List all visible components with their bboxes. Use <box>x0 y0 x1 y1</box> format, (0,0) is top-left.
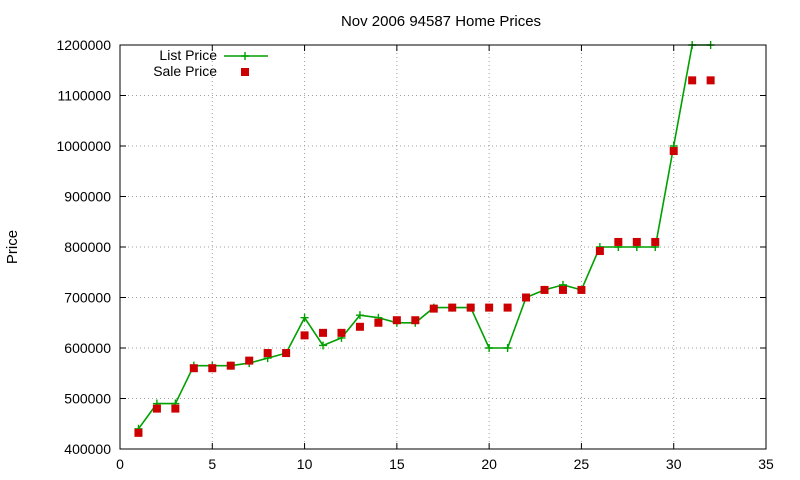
sale-price-point <box>152 404 161 413</box>
x-tick-label: 25 <box>574 456 590 472</box>
y-tick-label: 900000 <box>64 189 111 205</box>
sale-price-point <box>614 237 623 246</box>
list-price-point <box>319 341 328 350</box>
sale-price-point <box>669 147 678 156</box>
sale-price-point <box>466 303 475 312</box>
legend-entry-sale-price: Sale Price <box>153 63 249 79</box>
list-price-point <box>485 344 494 352</box>
list-price-point <box>300 313 309 322</box>
list-price-point <box>503 344 512 352</box>
x-tick-label: 30 <box>666 456 682 472</box>
sale-price-point <box>448 303 457 312</box>
legend-marker-list-price <box>241 52 249 60</box>
legend-marker-sale-price <box>241 68 249 76</box>
legend-entry-list-price: List Price <box>159 47 268 63</box>
sale-price-point <box>319 328 328 337</box>
sale-price-point <box>189 364 198 373</box>
sale-price-point <box>485 303 494 312</box>
y-tick-label: 800000 <box>64 239 111 255</box>
sale-price-point <box>263 349 272 358</box>
sale-price-point <box>374 318 383 327</box>
sale-price-point <box>134 428 143 437</box>
sale-price-point <box>540 285 549 294</box>
sale-price-point <box>429 304 438 313</box>
y-tick-label: 1100000 <box>58 88 112 104</box>
y-tick-label: 500000 <box>64 391 111 407</box>
y-tick-label: 700000 <box>64 290 111 306</box>
sale-price-point <box>651 237 660 246</box>
sale-price-point <box>208 364 217 373</box>
sale-price-point <box>282 349 291 358</box>
sale-price-point <box>392 316 401 325</box>
grid <box>120 45 766 449</box>
x-tick-label: 10 <box>297 456 313 472</box>
legend: List Price Sale Price <box>153 47 268 79</box>
sale-price-point <box>171 404 180 413</box>
sale-price-point <box>706 76 715 85</box>
ticks: 0 5 10 15 20 25 30 35 400000 500000 600000 700000 80… <box>56 37 774 472</box>
sale-price-point <box>522 293 531 302</box>
sale-price-point <box>558 285 567 294</box>
y-tick-label: 1000000 <box>56 138 111 154</box>
x-tick-label: 15 <box>389 456 405 472</box>
x-tick-label: 20 <box>481 456 497 472</box>
sale-price-point <box>300 331 309 340</box>
sale-price-point <box>577 285 586 294</box>
y-tick-label: 600000 <box>64 340 111 356</box>
x-tick-label: 35 <box>758 456 774 472</box>
y-axis-label: Price <box>4 230 21 264</box>
sale-price-point <box>245 356 254 365</box>
sale-price-point <box>226 361 235 370</box>
y-tick-label: 400000 <box>64 441 111 457</box>
series-line-list-price <box>137 44 711 430</box>
legend-label-list-price: List Price <box>159 47 217 63</box>
sale-price-point <box>688 76 697 85</box>
series-layer <box>134 41 715 437</box>
list-price-point <box>355 311 364 320</box>
sale-price-point <box>411 316 420 325</box>
legend-label-sale-price: Sale Price <box>153 63 217 79</box>
sale-price-point <box>503 303 512 312</box>
sale-price-point <box>595 247 604 256</box>
x-tick-label: 5 <box>208 456 216 472</box>
sale-price-point <box>355 322 364 331</box>
x-tick-label: 0 <box>116 456 124 472</box>
y-tick-label: 1200000 <box>56 37 111 53</box>
sale-price-point <box>632 237 641 246</box>
chart-title: Nov 2006 94587 Home Prices <box>341 13 541 30</box>
sale-price-point <box>337 328 346 337</box>
